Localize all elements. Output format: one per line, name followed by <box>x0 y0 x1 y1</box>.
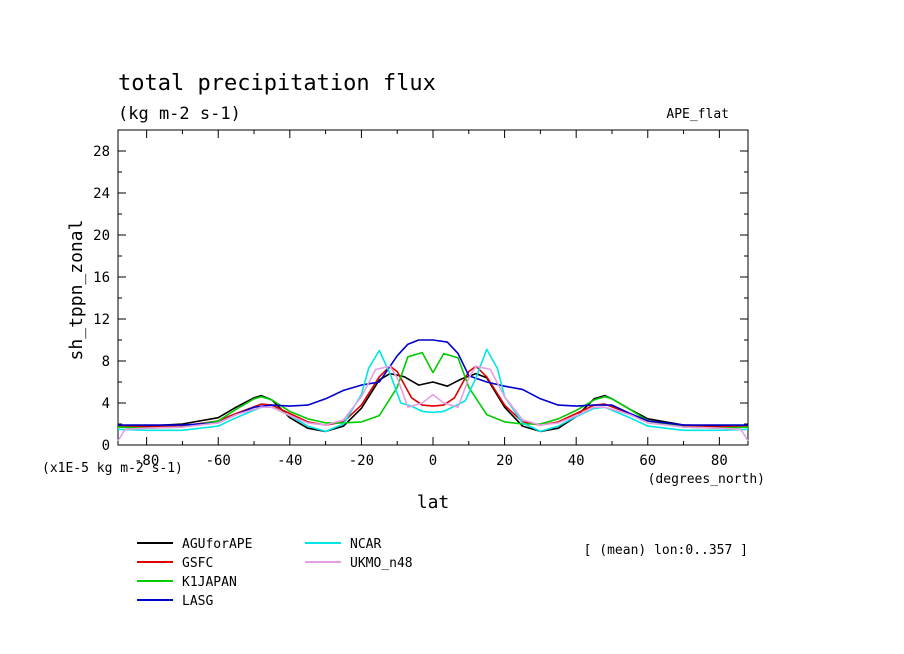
legend-label: UKMO_n48 <box>350 556 413 571</box>
y-tick-label: 20 <box>93 228 110 244</box>
legend: AGUforAPE GSFC K1JAPAN LASG NCAR UKMO_n48 <box>137 537 413 609</box>
legend-label: LASG <box>182 594 213 609</box>
x-tick-label: -20 <box>349 453 374 469</box>
x-tick-label: -60 <box>206 453 231 469</box>
y-tick-label: 12 <box>93 312 110 328</box>
series-line-lasg <box>118 339 748 426</box>
legend-label: GSFC <box>182 556 213 571</box>
y-tick-label: 24 <box>93 186 110 202</box>
y-tick-label: 0 <box>102 438 110 454</box>
y-axis-label: sh_tppn_zonal <box>66 220 87 361</box>
y-tick-label: 8 <box>102 354 110 370</box>
x-tick-label: 0 <box>429 453 437 469</box>
experiment-label: APE_flat <box>666 107 729 122</box>
y-tick-label: 4 <box>102 396 110 412</box>
legend-label: AGUforAPE <box>182 537 252 552</box>
x-tick-label: 80 <box>711 453 728 469</box>
legend-label: K1JAPAN <box>182 575 237 590</box>
x-tick-label: -40 <box>277 453 302 469</box>
plot-frame <box>117 129 749 446</box>
y-tick-label: 16 <box>93 270 110 286</box>
series-line-k1japan <box>117 351 749 430</box>
series-line-ukmo_n48 <box>117 365 749 442</box>
x-tick-label: -80 <box>134 453 159 469</box>
chart-subtitle: (kg m-2 s-1) <box>118 104 241 124</box>
legend-label: NCAR <box>350 537 381 552</box>
mean-annotation: [ (mean) lon:0..357 ] <box>584 543 748 558</box>
x-units-label: (degrees_north) <box>648 472 765 487</box>
x-tick-label: 20 <box>496 453 513 469</box>
chart-title: total precipitation flux <box>118 71 436 96</box>
axis-ticks <box>118 129 748 446</box>
x-tick-labels: -80 -60 -40 -20 0 20 40 60 80 <box>134 453 728 469</box>
x-tick-label: 60 <box>639 453 656 469</box>
x-tick-label: 40 <box>568 453 585 469</box>
y-tick-labels: 0 4 8 12 16 20 24 28 <box>93 144 110 454</box>
y-tick-label: 28 <box>93 144 110 160</box>
series-lines <box>117 339 749 442</box>
x-axis-label: lat <box>417 492 450 513</box>
y-scale-note: (x1E-5 kg m-2 s-1) <box>42 461 183 476</box>
